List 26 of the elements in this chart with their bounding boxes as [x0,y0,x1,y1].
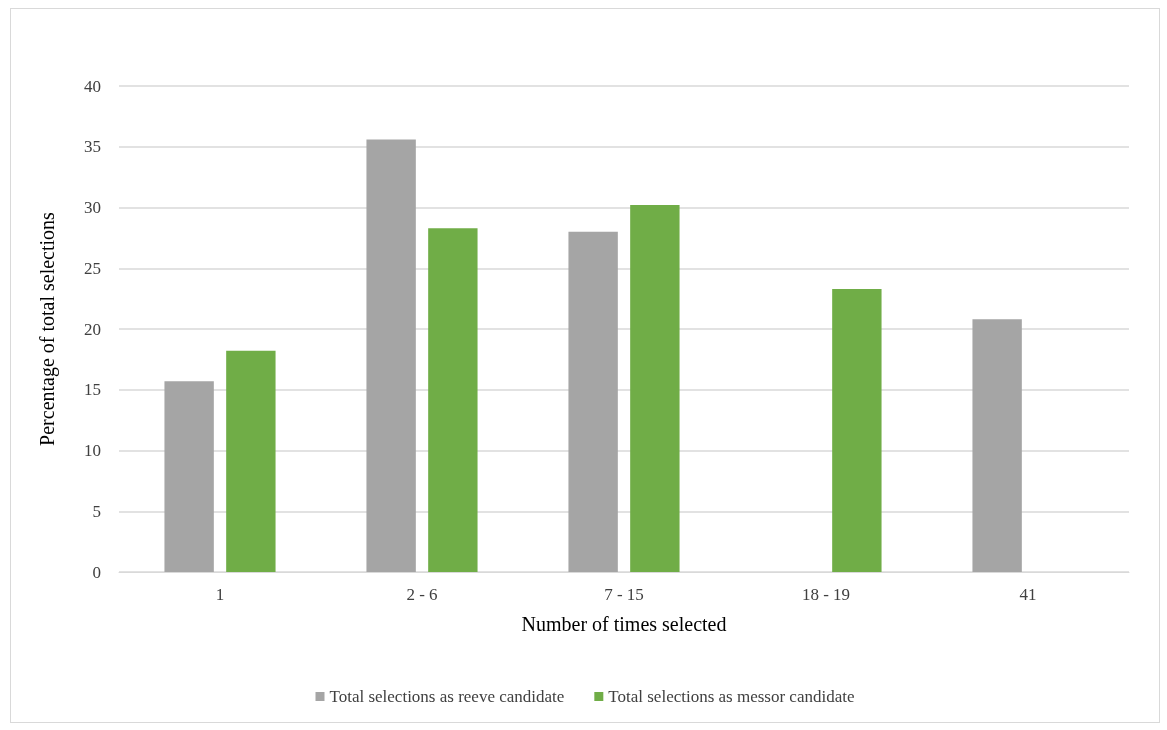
y-tick-label: 0 [92,562,101,582]
y-axis-title: Percentage of total selections [36,211,59,446]
y-tick-label: 15 [84,380,101,400]
x-tick-label: 18 - 19 [801,585,851,604]
y-tick-label: 30 [84,198,101,217]
x-axis-title: Number of times selected [521,613,727,635]
bar [568,231,618,572]
y-tick-label: 10 [84,441,101,460]
legend-label: Total selections as reeve candidate [329,687,565,706]
bar [832,288,882,572]
bar [366,139,416,572]
bar [972,319,1022,572]
bar [164,381,214,572]
x-tick-label: 2 - 6 [406,585,438,604]
x-tick-label: 7 - 15 [604,585,644,604]
x-tick-label: 41 [1019,585,1037,604]
y-tick-label: 5 [92,501,101,521]
y-tick-label: 25 [84,258,101,278]
y-tick-label: 35 [84,137,101,157]
bar [630,205,680,572]
y-tick-label: 40 [84,76,101,96]
y-tick-label: 20 [84,319,101,339]
legend-label: Total selections as messor candidate [608,687,855,706]
bar [428,228,478,572]
x-tick-label: 1 [215,585,225,604]
bar [226,350,276,572]
